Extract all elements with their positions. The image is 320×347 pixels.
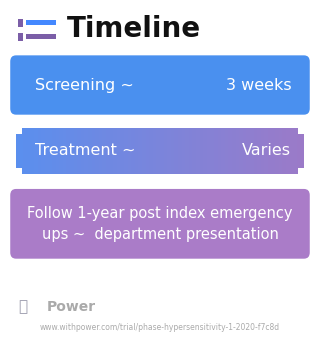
FancyBboxPatch shape <box>135 128 139 175</box>
FancyBboxPatch shape <box>253 128 258 175</box>
FancyBboxPatch shape <box>164 128 168 175</box>
FancyBboxPatch shape <box>26 20 56 25</box>
FancyBboxPatch shape <box>18 19 23 27</box>
FancyBboxPatch shape <box>232 128 236 175</box>
FancyBboxPatch shape <box>74 128 77 175</box>
FancyBboxPatch shape <box>117 128 121 175</box>
FancyBboxPatch shape <box>239 128 243 175</box>
FancyBboxPatch shape <box>120 128 124 175</box>
FancyBboxPatch shape <box>272 128 276 175</box>
FancyBboxPatch shape <box>59 128 63 175</box>
FancyBboxPatch shape <box>102 128 106 175</box>
FancyBboxPatch shape <box>153 128 157 175</box>
FancyBboxPatch shape <box>131 128 135 175</box>
FancyBboxPatch shape <box>30 128 34 175</box>
FancyBboxPatch shape <box>149 128 153 175</box>
FancyBboxPatch shape <box>67 128 70 175</box>
FancyBboxPatch shape <box>160 128 164 175</box>
FancyBboxPatch shape <box>63 128 67 175</box>
Text: Follow 1-year post index emergency
ups ~  department presentation: Follow 1-year post index emergency ups ~… <box>27 206 293 242</box>
FancyBboxPatch shape <box>243 128 247 175</box>
FancyBboxPatch shape <box>221 128 225 175</box>
FancyBboxPatch shape <box>261 128 265 175</box>
FancyBboxPatch shape <box>189 128 193 175</box>
FancyBboxPatch shape <box>77 128 81 175</box>
FancyBboxPatch shape <box>23 128 27 175</box>
FancyBboxPatch shape <box>139 128 142 175</box>
Text: Timeline: Timeline <box>67 16 201 43</box>
FancyBboxPatch shape <box>275 128 279 175</box>
FancyBboxPatch shape <box>16 128 22 134</box>
FancyBboxPatch shape <box>88 128 92 175</box>
FancyBboxPatch shape <box>56 128 60 175</box>
Text: Varies: Varies <box>242 143 291 159</box>
FancyBboxPatch shape <box>236 128 239 175</box>
FancyBboxPatch shape <box>38 128 42 175</box>
FancyBboxPatch shape <box>128 128 132 175</box>
FancyBboxPatch shape <box>70 128 74 175</box>
FancyBboxPatch shape <box>113 128 117 175</box>
FancyBboxPatch shape <box>16 128 20 175</box>
FancyBboxPatch shape <box>286 128 290 175</box>
FancyBboxPatch shape <box>171 128 175 175</box>
FancyBboxPatch shape <box>250 128 254 175</box>
FancyBboxPatch shape <box>16 168 22 175</box>
FancyBboxPatch shape <box>290 128 293 175</box>
FancyBboxPatch shape <box>84 128 88 175</box>
FancyBboxPatch shape <box>207 128 211 175</box>
FancyBboxPatch shape <box>214 128 218 175</box>
FancyBboxPatch shape <box>178 128 182 175</box>
FancyBboxPatch shape <box>279 128 283 175</box>
Text: Screening ~: Screening ~ <box>35 77 134 93</box>
FancyBboxPatch shape <box>174 128 178 175</box>
FancyBboxPatch shape <box>10 56 310 115</box>
FancyBboxPatch shape <box>185 128 189 175</box>
FancyBboxPatch shape <box>81 128 85 175</box>
Text: Treatment ~: Treatment ~ <box>35 143 136 159</box>
FancyBboxPatch shape <box>146 128 149 175</box>
FancyBboxPatch shape <box>26 34 56 39</box>
FancyBboxPatch shape <box>211 128 214 175</box>
FancyBboxPatch shape <box>99 128 103 175</box>
FancyBboxPatch shape <box>298 168 304 175</box>
FancyBboxPatch shape <box>300 128 304 175</box>
FancyBboxPatch shape <box>257 128 261 175</box>
FancyBboxPatch shape <box>225 128 229 175</box>
FancyBboxPatch shape <box>192 128 196 175</box>
Text: Power: Power <box>46 300 96 314</box>
Text: www.withpower.com/trial/phase-hypersensitivity-1-2020-f7c8d: www.withpower.com/trial/phase-hypersensi… <box>40 323 280 332</box>
FancyBboxPatch shape <box>142 128 146 175</box>
FancyBboxPatch shape <box>109 128 114 175</box>
FancyBboxPatch shape <box>182 128 186 175</box>
FancyBboxPatch shape <box>106 128 110 175</box>
FancyBboxPatch shape <box>196 128 200 175</box>
FancyBboxPatch shape <box>95 128 99 175</box>
FancyBboxPatch shape <box>48 128 52 175</box>
FancyBboxPatch shape <box>167 128 171 175</box>
Text: ␦: ␦ <box>18 299 27 315</box>
FancyBboxPatch shape <box>20 128 24 175</box>
FancyBboxPatch shape <box>92 128 95 175</box>
FancyBboxPatch shape <box>45 128 49 175</box>
FancyBboxPatch shape <box>268 128 272 175</box>
FancyBboxPatch shape <box>156 128 160 175</box>
FancyBboxPatch shape <box>124 128 128 175</box>
FancyBboxPatch shape <box>246 128 250 175</box>
FancyBboxPatch shape <box>27 128 31 175</box>
FancyBboxPatch shape <box>18 33 23 41</box>
FancyBboxPatch shape <box>52 128 56 175</box>
Text: 3 weeks: 3 weeks <box>226 77 291 93</box>
FancyBboxPatch shape <box>34 128 38 175</box>
FancyBboxPatch shape <box>293 128 297 175</box>
FancyBboxPatch shape <box>228 128 232 175</box>
FancyBboxPatch shape <box>203 128 207 175</box>
FancyBboxPatch shape <box>200 128 204 175</box>
FancyBboxPatch shape <box>297 128 301 175</box>
FancyBboxPatch shape <box>218 128 221 175</box>
FancyBboxPatch shape <box>10 189 310 259</box>
FancyBboxPatch shape <box>264 128 268 175</box>
FancyBboxPatch shape <box>298 128 304 134</box>
FancyBboxPatch shape <box>283 128 286 175</box>
FancyBboxPatch shape <box>41 128 45 175</box>
